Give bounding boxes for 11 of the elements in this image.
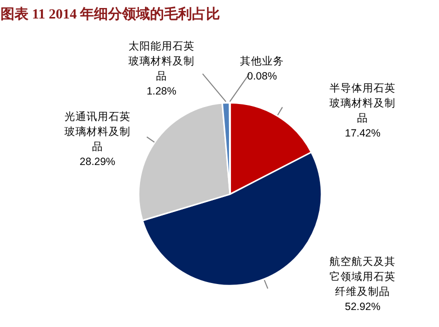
- data-label: 52.92%: [344, 300, 380, 313]
- data-label: 1.28%: [146, 86, 176, 98]
- slice-label: 光通讯用石英玻璃材料及制品: [64, 110, 130, 154]
- slice-label: 航空航天及其它领域用石英纤维及制品: [330, 254, 396, 298]
- slice-label: 其他业务: [240, 54, 284, 68]
- slice-label: 太阳能用石英玻璃材料及制品: [128, 40, 194, 83]
- slice-label: 半导体用石英玻璃材料及制品: [330, 82, 396, 125]
- chart-title: 图表 11 2014 年细分领域的毛利占比: [0, 6, 220, 22]
- data-label: 17.42%: [344, 128, 380, 140]
- data-label: 0.08%: [247, 70, 277, 83]
- data-label: 28.29%: [80, 156, 116, 168]
